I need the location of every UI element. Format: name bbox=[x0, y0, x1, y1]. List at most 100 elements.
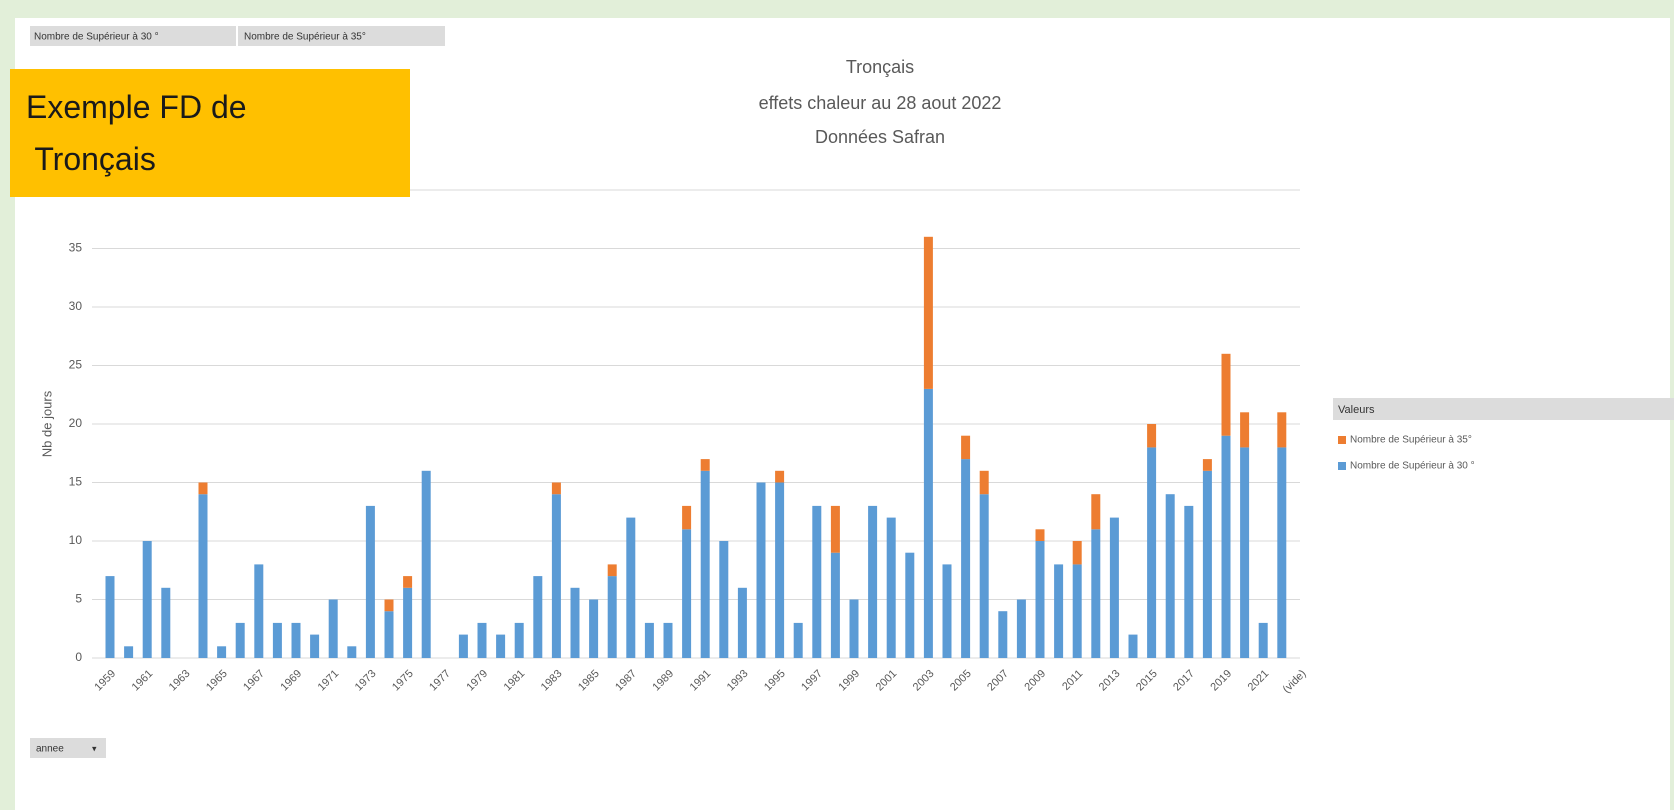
bar-segment bbox=[1258, 622, 1268, 658]
chart-title: Tronçais bbox=[846, 57, 914, 77]
bar-segment bbox=[403, 576, 413, 588]
bar-segment bbox=[161, 587, 171, 658]
bar-segment bbox=[1202, 470, 1212, 658]
bar-segment bbox=[105, 576, 115, 658]
bar-segment bbox=[998, 611, 1008, 658]
bar-segment bbox=[1277, 447, 1287, 658]
bar-segment bbox=[514, 622, 524, 658]
bar-segment bbox=[961, 435, 971, 460]
bar-segment bbox=[384, 599, 394, 612]
bar-segment bbox=[347, 646, 357, 658]
bar-segment bbox=[793, 622, 803, 658]
bar-segment bbox=[365, 505, 375, 658]
bar-segment bbox=[1016, 599, 1026, 658]
bar-segment bbox=[1184, 505, 1194, 658]
bar-segment bbox=[254, 564, 264, 658]
bar-segment bbox=[589, 599, 599, 658]
bar-segment bbox=[830, 552, 840, 658]
annotation-text: Exemple FD de Tronçais bbox=[26, 89, 247, 177]
bar-segment bbox=[1147, 447, 1157, 658]
dropdown-arrow[interactable]: ▾ bbox=[92, 743, 97, 753]
field-button-label[interactable]: Nombre de Supérieur à 35° bbox=[244, 32, 366, 43]
bar-segment bbox=[1221, 435, 1231, 658]
bar-segment bbox=[719, 541, 729, 658]
bar-segment bbox=[923, 236, 933, 389]
bar-segment bbox=[1165, 494, 1175, 658]
legend-label: Nombre de Supérieur à 30 ° bbox=[1350, 461, 1475, 472]
y-tick-label: 20 bbox=[69, 416, 83, 430]
bar-segment bbox=[1221, 353, 1231, 436]
bar-segment bbox=[421, 470, 431, 658]
bar-segment bbox=[923, 388, 933, 658]
bar-segment bbox=[942, 564, 952, 658]
field-button[interactable] bbox=[238, 26, 445, 46]
bar-segment bbox=[979, 494, 989, 658]
bar-segment bbox=[979, 470, 989, 495]
bar-segment bbox=[1202, 459, 1212, 471]
bar-segment bbox=[775, 482, 785, 658]
bar-segment bbox=[1091, 529, 1101, 658]
bar-segment bbox=[1277, 412, 1287, 448]
y-tick-label: 35 bbox=[69, 241, 83, 255]
bar-segment bbox=[570, 587, 580, 658]
bar-segment bbox=[886, 517, 896, 658]
y-tick-label: 5 bbox=[75, 592, 82, 606]
bar-segment bbox=[700, 459, 710, 471]
bar-segment bbox=[1035, 529, 1045, 541]
bar-segment bbox=[384, 611, 394, 658]
bar-segment bbox=[217, 646, 227, 658]
legend-swatch bbox=[1338, 436, 1346, 444]
bar-segment bbox=[830, 505, 840, 553]
y-tick-label: 0 bbox=[75, 650, 82, 664]
x-field-button-label[interactable]: annee bbox=[36, 744, 64, 755]
bar-segment bbox=[1091, 494, 1101, 530]
bar-segment bbox=[663, 622, 673, 658]
bar-segment bbox=[198, 494, 208, 658]
y-tick-label: 15 bbox=[69, 475, 83, 489]
bar-segment bbox=[1109, 517, 1119, 658]
bar-segment bbox=[458, 634, 468, 658]
bar-segment bbox=[403, 587, 413, 658]
y-tick-label: 10 bbox=[69, 533, 83, 547]
legend-label: Nombre de Supérieur à 35° bbox=[1350, 435, 1472, 446]
bar-segment bbox=[607, 564, 617, 577]
legend-swatch bbox=[1338, 462, 1346, 470]
bar-segment bbox=[961, 459, 971, 658]
bar-segment bbox=[533, 576, 543, 658]
annotation-box bbox=[10, 69, 410, 197]
bar-segment bbox=[310, 634, 320, 658]
bar-segment bbox=[124, 646, 134, 658]
bar-segment bbox=[812, 505, 822, 658]
bar-segment bbox=[198, 482, 208, 495]
x-field-button[interactable] bbox=[30, 738, 106, 758]
bar-segment bbox=[607, 576, 617, 658]
bar-segment bbox=[1072, 564, 1082, 658]
bar-segment bbox=[775, 470, 785, 483]
y-axis-label: Nb de jours bbox=[39, 390, 54, 457]
bar-segment bbox=[1240, 412, 1250, 448]
bar-segment bbox=[756, 482, 766, 658]
chart-subtitle: effets chaleur au 28 aout 2022 bbox=[759, 93, 1002, 113]
bar-segment bbox=[142, 541, 152, 658]
bar-segment bbox=[682, 529, 692, 658]
bar-segment bbox=[328, 599, 338, 658]
legend-title-bg bbox=[1333, 398, 1674, 420]
bar-segment bbox=[551, 482, 561, 495]
bar-segment bbox=[849, 599, 859, 658]
bar-segment bbox=[1035, 541, 1045, 658]
bar-segment bbox=[1072, 541, 1082, 565]
field-button-label[interactable]: Nombre de Supérieur à 30 ° bbox=[34, 32, 159, 43]
chart-subtitle: Données Safran bbox=[815, 127, 945, 147]
bar-segment bbox=[737, 587, 747, 658]
field-button[interactable] bbox=[30, 26, 236, 46]
bar-segment bbox=[272, 622, 282, 658]
legend-title: Valeurs bbox=[1338, 404, 1375, 416]
bar-segment bbox=[868, 505, 878, 658]
bar-segment bbox=[1054, 564, 1064, 658]
bar-segment bbox=[235, 622, 245, 658]
bar-segment bbox=[644, 622, 654, 658]
bar-segment bbox=[626, 517, 636, 658]
bar-segment bbox=[1147, 424, 1157, 448]
